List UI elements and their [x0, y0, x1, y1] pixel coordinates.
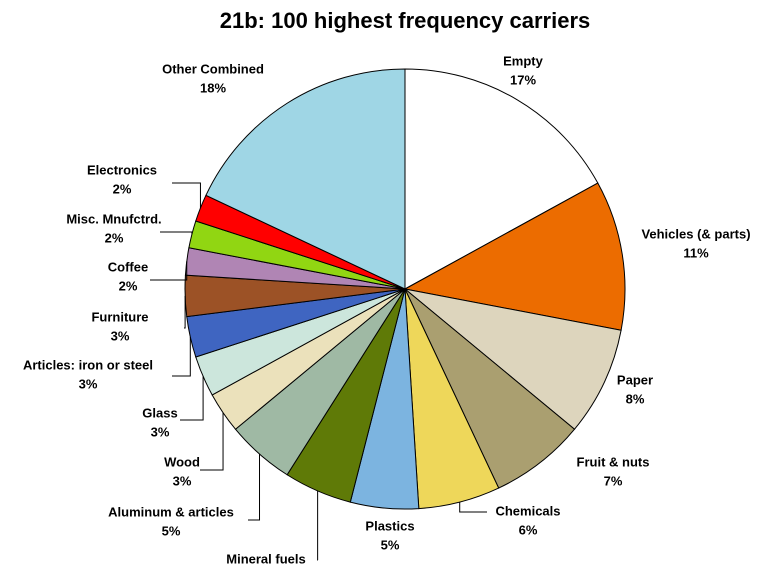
slice-label: Plastics	[365, 518, 414, 533]
slice-label: Coffee	[108, 259, 148, 274]
slice-label: Empty	[503, 53, 544, 68]
slice-value-label: 7%	[604, 473, 623, 488]
slice-label: Glass	[142, 405, 177, 420]
slice-label: Mineral fuels	[226, 551, 305, 566]
leader-line	[200, 412, 224, 471]
slice-label: Electronics	[87, 162, 157, 177]
slice-value-label: 2%	[105, 230, 124, 245]
slice-label: Chemicals	[495, 503, 560, 518]
slice-value-label: 3%	[79, 376, 98, 391]
leader-line	[248, 454, 261, 521]
leader-line	[180, 376, 204, 421]
slice-value-label: 5%	[381, 537, 400, 552]
slice-label: Paper	[617, 372, 653, 387]
slice-value-label: 3%	[111, 328, 130, 343]
pie-slice	[404, 288, 622, 430]
slice-label: Aluminum & articles	[108, 504, 234, 519]
slice-label: Furniture	[91, 309, 148, 324]
slice-value-label: 18%	[200, 80, 226, 95]
slice-value-label: 2%	[119, 278, 138, 293]
slice-label: Misc. Mnufctrd.	[66, 211, 161, 226]
leader-line	[160, 231, 193, 235]
leader-line	[184, 295, 186, 329]
leader-line	[172, 182, 201, 209]
slice-label: Other Combined	[162, 61, 264, 76]
leader-line	[150, 261, 188, 281]
slice-value-label: 2%	[113, 181, 132, 196]
slice-value-label: 5%	[162, 523, 181, 538]
leader-line	[172, 336, 191, 377]
slice-label: Vehicles (& parts)	[641, 226, 750, 241]
slice-value-label: 8%	[626, 391, 645, 406]
slice-label: Articles: iron or steel	[23, 357, 153, 372]
chart-title: 21b: 100 highest frequency carriers	[220, 8, 591, 33]
slice-value-label: 11%	[683, 245, 709, 260]
pie-slice	[403, 182, 626, 331]
slice-value-label: 6%	[519, 522, 538, 537]
slice-value-label: 3%	[151, 424, 170, 439]
slice-value-label: 3%	[173, 473, 192, 488]
leader-line	[459, 502, 487, 513]
slice-label: Fruit & nuts	[577, 454, 650, 469]
slice-value-label: 17%	[510, 72, 536, 87]
pie-slice	[404, 68, 599, 290]
slice-label: Wood	[164, 454, 200, 469]
pie-slice	[205, 68, 406, 290]
